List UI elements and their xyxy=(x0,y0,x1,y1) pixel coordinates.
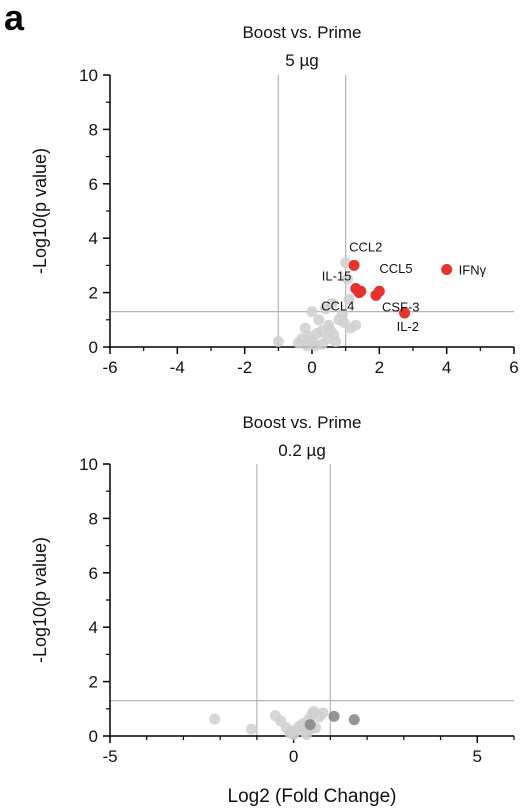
data-point xyxy=(325,325,337,337)
significant-point xyxy=(441,263,453,275)
x-tick-label: 4 xyxy=(442,358,451,377)
significant-point xyxy=(353,287,365,299)
x-tick-label: 5 xyxy=(473,747,482,766)
data-point xyxy=(317,707,329,719)
x-tick-label: -2 xyxy=(237,358,252,377)
chart-subtitle: 5 µg xyxy=(285,51,318,70)
gene-label: CCL5 xyxy=(379,261,412,276)
x-tick-label: -4 xyxy=(170,358,185,377)
data-point xyxy=(272,336,284,348)
y-axis-label: -Log10(p value) xyxy=(30,148,50,274)
y-axis-label: -Log10(p value) xyxy=(30,537,50,663)
x-tick-label: 2 xyxy=(375,358,384,377)
gene-label: CSF-3 xyxy=(382,299,420,314)
x-tick-label: 6 xyxy=(509,358,518,377)
gene-label: IL-2 xyxy=(397,319,419,334)
data-point xyxy=(343,293,355,305)
data-point xyxy=(245,723,257,735)
x-tick-label: -5 xyxy=(102,747,117,766)
data-point xyxy=(306,306,318,318)
y-tick-label: 2 xyxy=(89,284,98,303)
data-point-dark xyxy=(348,714,360,726)
data-point xyxy=(209,713,221,725)
significant-point xyxy=(399,307,411,319)
chart-title: Boost vs. Prime xyxy=(242,23,361,42)
data-point xyxy=(301,340,313,352)
x-tick-label: -6 xyxy=(102,358,117,377)
gene-label: CCL2 xyxy=(349,239,382,254)
y-tick-label: 4 xyxy=(89,618,98,637)
y-tick-label: 2 xyxy=(89,673,98,692)
gene-label: IL-15 xyxy=(322,269,352,284)
chart-subtitle: 0.2 µg xyxy=(278,441,326,460)
gene-label: CCL4 xyxy=(321,299,354,314)
y-tick-label: 8 xyxy=(89,509,98,528)
y-tick-label: 0 xyxy=(89,727,98,746)
data-point xyxy=(316,338,328,350)
significant-point xyxy=(348,259,360,271)
data-point xyxy=(286,726,298,738)
y-tick-label: 6 xyxy=(89,175,98,194)
x-tick-label: 0 xyxy=(307,358,316,377)
y-tick-label: 10 xyxy=(79,66,98,85)
panel-label: a xyxy=(4,0,25,38)
y-tick-label: 4 xyxy=(89,229,98,248)
data-point xyxy=(341,273,353,285)
significant-point xyxy=(370,289,382,301)
y-tick-label: 10 xyxy=(79,455,98,474)
y-tick-label: 6 xyxy=(89,564,98,583)
data-point xyxy=(330,336,342,348)
data-point-dark xyxy=(328,710,340,722)
data-point-dark xyxy=(304,719,316,731)
data-point xyxy=(313,314,325,326)
data-point xyxy=(350,319,362,331)
data-point xyxy=(326,297,338,309)
x-tick-label: 0 xyxy=(289,747,298,766)
y-tick-label: 8 xyxy=(89,120,98,139)
y-tick-label: 0 xyxy=(89,338,98,357)
gene-label: IFNγ xyxy=(459,262,487,277)
x-axis-label: Log2 (Fold Change) xyxy=(228,786,397,807)
data-point xyxy=(336,308,348,320)
chart-title: Boost vs. Prime xyxy=(242,413,361,432)
data-point xyxy=(340,257,352,269)
